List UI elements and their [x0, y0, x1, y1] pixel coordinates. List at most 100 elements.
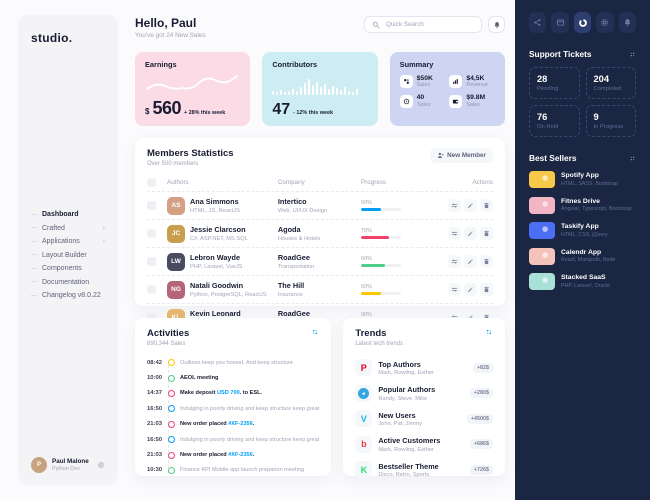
menu-dots-icon[interactable] — [629, 51, 636, 58]
profile-info: Paul Malone Python Dev — [52, 458, 89, 472]
activities-timeline: 08:42 Outlines keep you honest. And keep … — [147, 355, 319, 478]
best-seller-item[interactable]: Calendr App React, Mangodb, Node — [529, 247, 636, 265]
delete-action-button[interactable] — [480, 227, 493, 240]
settings-action-button[interactable] — [448, 227, 461, 240]
chevron-right-icon: › — [102, 238, 105, 245]
dash-icon: — — [31, 252, 37, 258]
contributors-card[interactable]: Contributors 47 - 12% this week — [262, 52, 378, 126]
best-seller-item[interactable]: Stacked SaaS PHP, Laravel, Oracle — [529, 273, 636, 290]
shapes-icon — [399, 75, 413, 89]
earnings-title: Earnings — [145, 60, 177, 69]
summary-card[interactable]: Summary $50K Sales $4,5K Revenue 40 Tasks — [389, 52, 505, 126]
best-seller-item[interactable]: Taskify App HTML, CSS, jQuery — [529, 222, 636, 239]
trend-badge: +686$ — [469, 439, 493, 450]
search-input[interactable] — [384, 20, 474, 29]
trend-item[interactable]: V New Users John, Pat, Jimmy +4500$ — [355, 406, 493, 432]
select-all-checkbox[interactable] — [147, 177, 156, 187]
menu-dots-icon[interactable] — [311, 328, 319, 336]
best-seller-item[interactable]: Fitnes Drive Angular, Typescript, Bootstr… — [529, 196, 636, 214]
avatar: NG — [167, 280, 185, 299]
dash-icon: — — [31, 292, 37, 299]
gear-icon[interactable] — [97, 461, 105, 469]
sidebar-item-components[interactable]: — Components — [31, 265, 82, 272]
sidebar-item-applications[interactable]: — Applications › — [31, 238, 105, 245]
progress-bar — [361, 208, 401, 211]
row-checkbox[interactable] — [147, 201, 156, 210]
settings-action-button[interactable] — [448, 199, 461, 212]
earnings-value: $560 + 28% this week — [145, 98, 226, 118]
edit-action-button[interactable] — [464, 283, 477, 296]
left-sidebar: studio. — Dashboard — Crafted › — Applicatio… — [18, 15, 118, 485]
sidebar-item-crafted[interactable]: — Crafted › — [31, 224, 105, 232]
summary-grid: $50K Sales $4,5K Revenue 40 Tasks $9.8M Sale… — [399, 75, 495, 108]
product-thumbnail — [529, 196, 555, 214]
activities-card: Activities 890,344 Sales 08:42 Outlines k… — [135, 318, 332, 478]
support-tiles: 28 Pending 204 Completed 76 On Hold 9 In Pro… — [529, 67, 636, 137]
share-icon[interactable] — [529, 12, 547, 33]
best-sellers-list: Spotify App HTML, SASS, Bootstrap Fitnes … — [529, 171, 636, 290]
dash-icon: — — [31, 265, 37, 272]
bullet-icon — [168, 451, 175, 459]
edit-action-button[interactable] — [464, 227, 477, 240]
dash-icon: — — [31, 225, 37, 231]
delete-action-button[interactable] — [480, 255, 493, 268]
dash-icon: — — [31, 279, 37, 285]
table-row: AS Ana Simmons HTML, JS, ReactJS Intertico… — [147, 191, 493, 219]
layout-card-icon[interactable] — [551, 12, 569, 33]
bullet-icon — [168, 359, 175, 367]
table-row: JC Jessie Clarcson C#, ASP.NET, MS SQL Ago… — [147, 219, 493, 247]
avatar: LW — [167, 252, 185, 271]
settings-action-button[interactable] — [448, 283, 461, 296]
profile-role: Python Dev — [52, 466, 80, 472]
menu-dots-icon[interactable] — [629, 155, 636, 162]
delete-action-button[interactable] — [480, 283, 493, 296]
best-seller-item[interactable]: Spotify App HTML, SASS, Bootstrap — [529, 171, 636, 188]
search-box[interactable] — [364, 16, 482, 33]
dash-icon: — — [31, 211, 37, 218]
product-thumbnail — [529, 273, 555, 290]
trend-item[interactable]: b Active Customers Mark, Rowling, Esther … — [355, 432, 493, 458]
bell-icon[interactable] — [618, 12, 637, 33]
trend-item[interactable]: P Top Authors Mark, Rowling, Esther +82$ — [355, 355, 493, 381]
row-checkbox[interactable] — [147, 285, 156, 294]
trend-item[interactable]: Popular Authors Randy, Steve, Mike +280$ — [355, 381, 493, 407]
earnings-card[interactable]: Earnings $560 + 28% this week — [135, 52, 251, 126]
kickstarter-icon: K — [355, 461, 373, 479]
table-row: LW Lebron Wayde PHP, Laravel, VueJS RoadGe… — [147, 247, 493, 275]
sidebar-item-layout-builder[interactable]: — Layout Builder — [31, 251, 87, 259]
bebo-icon: b — [355, 435, 373, 453]
bottom-row: Activities 890,344 Sales 08:42 Outlines k… — [135, 318, 505, 479]
edit-action-button[interactable] — [464, 199, 477, 212]
ticket-tile-pending: 28 Pending — [529, 67, 580, 99]
new-member-button[interactable]: New Member — [430, 148, 493, 163]
compass-icon — [399, 94, 413, 108]
edit-action-button[interactable] — [464, 255, 477, 268]
activity-item: 16:50 Indulging in poorly driving and kee… — [147, 405, 320, 413]
delete-action-button[interactable] — [480, 199, 493, 212]
trends-title: Trends — [355, 328, 387, 339]
trend-item[interactable]: K Bestseller Theme Disco, Retro, Sports +… — [355, 457, 493, 483]
sidebar-nav: — Dashboard — Crafted › — Applications › — Lay… — [31, 211, 105, 306]
sidebar-item-changelog[interactable]: — Changelog v8.0.22 — [31, 292, 101, 299]
wallet-icon — [449, 94, 463, 108]
row-checkbox[interactable] — [147, 229, 156, 238]
page-title: Hello, Paul — [135, 16, 197, 30]
activity-item: 21:03 New order placed #XF-2356. — [147, 420, 255, 428]
settings-action-button[interactable] — [448, 255, 461, 268]
sidebar-item-documentation[interactable]: — Documentation — [31, 278, 90, 286]
page-header: Hello, Paul You've got 24 New Sales — [135, 16, 505, 39]
search-icon — [372, 21, 380, 29]
bullet-icon — [168, 420, 175, 428]
sidebar-item-dashboard[interactable]: — Dashboard — [31, 211, 79, 218]
menu-dots-icon[interactable] — [485, 328, 493, 336]
progress-bar — [361, 264, 401, 267]
activity-item: 10:30 Finance KPI Mobile app launch prepa… — [147, 466, 305, 474]
user-profile[interactable]: P Paul Malone Python Dev — [31, 457, 105, 473]
notification-button[interactable] — [488, 16, 505, 33]
row-checkbox[interactable] — [147, 313, 156, 322]
chevron-right-icon: › — [102, 224, 105, 232]
donut-icon[interactable] — [573, 12, 592, 33]
gear-icon[interactable] — [596, 12, 614, 33]
contributors-bars — [272, 73, 367, 95]
row-checkbox[interactable] — [147, 257, 156, 266]
